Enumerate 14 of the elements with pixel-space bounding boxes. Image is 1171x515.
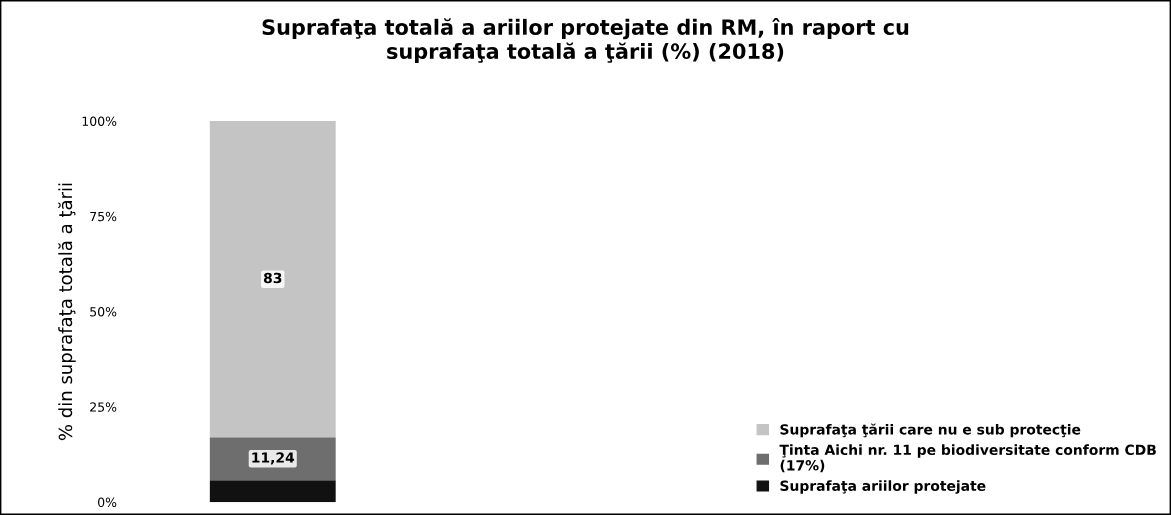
y-axis-title: % din suprafaţa totală a ţării <box>58 183 76 441</box>
bar <box>209 121 336 438</box>
data-label: 11,24 <box>252 452 295 465</box>
y-tick-label: 100% <box>82 116 117 126</box>
bar <box>209 480 336 503</box>
legend-label: Ţinta Aichi nr. 11 pe biodiversitate conform CDB (17%) <box>779 444 1156 473</box>
text: Suprafaţa totală a ariilor protejate din RM, în raport cu suprafaţa totală a ţării (%) (2018) <box>262 18 909 64</box>
y-tick-label: 25% <box>90 402 117 412</box>
legend-label: Suprafaţa ţării care nu e sub protecţie <box>780 423 1081 438</box>
legend-label: Suprafaţa ariilor protejate <box>780 480 986 494</box>
y-tick-label: 50% <box>90 307 117 317</box>
data-label: 83 <box>263 272 282 284</box>
y-tick-label: 0% <box>98 497 117 508</box>
y-tick-label: 75% <box>90 211 117 222</box>
